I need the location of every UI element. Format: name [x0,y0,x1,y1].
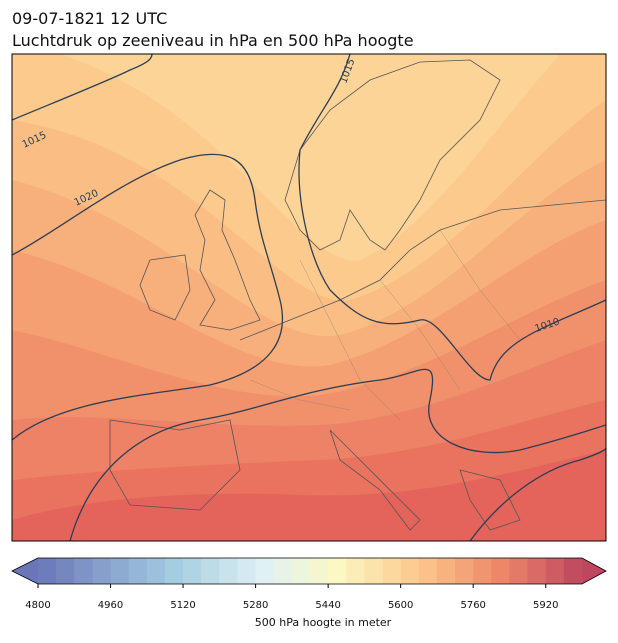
coastline [139,254,191,321]
isobar [298,54,606,381]
colorbar-segment [201,558,220,584]
coastline [459,469,521,531]
colorbar-segment [418,558,438,584]
colorbar-extend [12,558,38,584]
colorbar-segment [92,558,112,584]
colorbar-segment [291,558,311,584]
country-border [249,229,521,421]
colorbar-segment [255,558,275,584]
isobar [469,447,606,541]
colorbar-tick-label: 5600 [388,600,413,611]
colorbar-tick-label: 5920 [533,600,558,611]
colorbar-segment [110,558,130,584]
colorbar-segment [328,558,347,584]
coastline [239,199,606,341]
map-area [12,54,606,541]
colorbar-outline [11,557,607,585]
colorbar-tick-label: 5440 [315,600,340,611]
colorbar-tick-label: 5280 [243,600,268,611]
isobar [69,368,606,541]
colorbar-segment [38,558,57,584]
colorbar-segment [219,558,238,584]
colorbar-segment [364,558,384,584]
colorbar-segment [563,558,583,584]
height-band [60,54,560,261]
colorbar-segment [473,558,492,584]
colorbar-tick-label: 5120 [170,600,195,611]
colorbar-tick-label: 5760 [460,600,485,611]
colorbar-segment [382,558,402,584]
isobar [12,54,153,121]
colorbar-segment [56,558,75,584]
colorbar-segment [310,558,329,584]
date-title: 09-07-1821 12 UTC [12,9,167,28]
coastline [329,429,421,531]
colorbar-extend [582,558,606,584]
map-title: Luchtdruk op zeeniveau in hPa en 500 hPa… [12,31,414,50]
coastline [109,419,241,511]
colorbar: 4800 4960 5120 5280 5440 5600 5760 5920 [11,557,607,611]
coastline [194,189,261,331]
colorbar-tick-label: 4960 [98,600,123,611]
colorbar-segment [527,558,547,584]
colorbar-segment [509,558,529,584]
colorbar-segment [400,558,420,584]
isobar [12,153,284,441]
colorbar-tick-label: 4800 [25,600,50,611]
colorbar-segment [128,558,148,584]
colorbar-segment [146,558,166,584]
colorbar-segment [273,558,293,584]
colorbar-segment [237,558,257,584]
coastline [284,59,501,251]
colorbar-segment [455,558,474,584]
colorbar-label: 500 hPa hoogte in meter [255,616,392,629]
colorbar-segment [183,558,202,584]
colorbar-segment [491,558,510,584]
colorbar-segment [164,558,184,584]
colorbar-segment [346,558,365,584]
colorbar-segment [74,558,93,584]
colorbar-segment [545,558,565,584]
map-frame [11,53,607,542]
colorbar-segment [436,558,456,584]
